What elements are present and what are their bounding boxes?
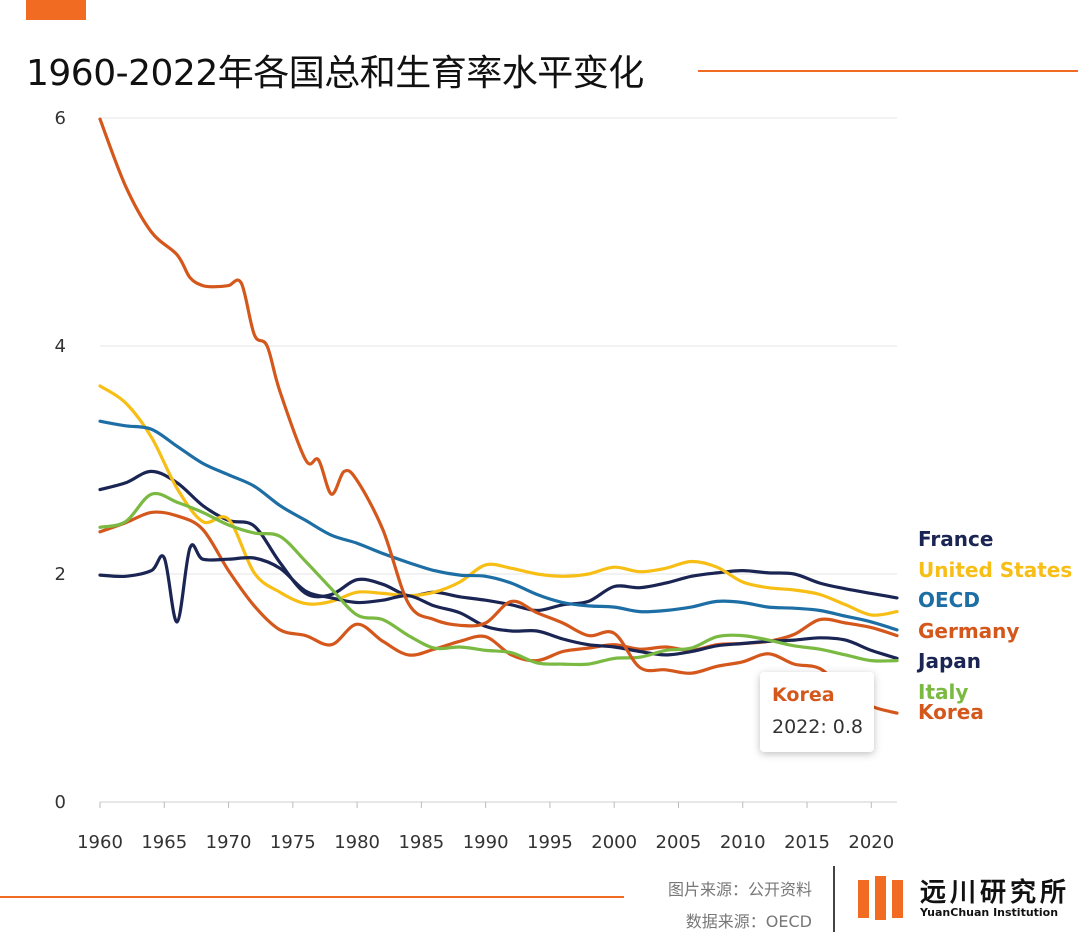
end-label-korea: Korea: [918, 700, 984, 724]
x-tick-label: 2005: [656, 832, 702, 853]
end-label-united-states: United States: [918, 558, 1072, 582]
page-title: 1960-2022年各国总和生育率水平变化: [26, 53, 644, 94]
x-tick-label: 2020: [848, 832, 894, 853]
end-label-france: France: [918, 527, 993, 551]
data-source-note: 数据来源：OECD: [685, 912, 812, 931]
y-tick-label: 0: [55, 792, 66, 813]
end-label-japan: Japan: [916, 649, 981, 673]
y-tick-label: 4: [55, 336, 66, 357]
corner-accent-block: [26, 0, 86, 20]
tooltip-value: 2022: 0.8: [772, 716, 864, 738]
series-line-italy: [98, 491, 899, 667]
x-tick-label: 1995: [527, 832, 573, 853]
x-tick-label: 1980: [334, 832, 380, 853]
x-tick-label: 1990: [463, 832, 509, 853]
image-source-note: 图片来源：公开资料: [667, 880, 812, 899]
yuanchuan-logo-icon: [858, 876, 903, 920]
x-tick-label: 1970: [206, 832, 252, 853]
fertility-line-chart: 0 2 4 6 1960 1965 1970 1975 1980 1985 1990 1995 2000…: [55, 108, 1073, 853]
x-tick-label: 2000: [591, 832, 637, 853]
x-tick-label: 1975: [270, 832, 316, 853]
series-line-korea: [98, 117, 899, 715]
x-tick-label: 1960: [77, 832, 123, 853]
x-tick-label: 1965: [141, 832, 187, 853]
grid: [100, 117, 897, 575]
series-line-oecd: [98, 419, 899, 632]
end-label-germany: Germany: [918, 619, 1019, 643]
y-tick-label: 2: [55, 564, 66, 585]
y-tick-label: 6: [55, 108, 66, 129]
end-label-oecd: OECD: [918, 588, 980, 612]
tooltip-series: Korea: [772, 684, 835, 706]
footer-rule: [0, 896, 624, 898]
series-line-germany: [98, 510, 899, 663]
chart-tooltip: Korea 2022: 0.8: [760, 672, 874, 752]
footer-divider: [833, 866, 835, 932]
end-labels: France United States OECD Germany Japan Italy…: [916, 527, 1072, 724]
axes: 0 2 4 6 1960 1965 1970 1975 1980 1985 1990 1995 2000…: [55, 108, 897, 853]
series-line-united-states: [98, 384, 899, 617]
brand-name-en: YuanChuan Institution: [920, 906, 1059, 919]
x-tick-label: 2010: [720, 832, 766, 853]
series: [98, 117, 899, 715]
series-line-japan: [98, 543, 899, 660]
end-label-italy: Italy: [918, 680, 968, 704]
brand-name-cn: 远川研究所: [920, 878, 1071, 908]
title-rule: [698, 70, 1078, 72]
x-tick-label: 1985: [398, 832, 444, 853]
x-tick-label: 2015: [784, 832, 830, 853]
